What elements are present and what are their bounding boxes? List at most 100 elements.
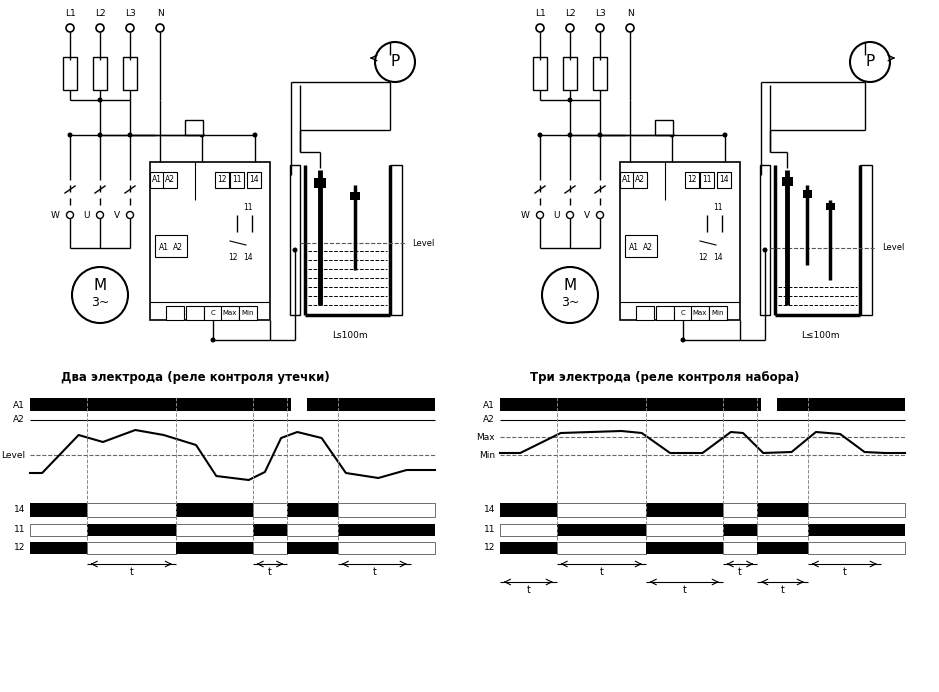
Text: 11: 11 [702,176,712,185]
Bar [186,306,204,320]
Text: 3~: 3~ [561,296,579,309]
Text: Max: Max [223,310,238,316]
Circle shape [566,24,574,32]
Bar [215,172,229,188]
Bar [533,57,547,90]
Circle shape [596,212,604,219]
Bar [760,165,770,315]
Circle shape [722,132,728,138]
Text: 3~: 3~ [91,296,109,309]
Bar [782,177,793,186]
Bar [646,542,723,554]
Text: t: t [842,567,846,577]
Bar [230,172,244,188]
Text: A2: A2 [13,415,25,424]
Circle shape [199,132,205,138]
Bar [723,524,757,536]
Circle shape [156,24,164,32]
Bar [86,503,176,517]
Text: L1: L1 [534,10,546,19]
Bar [291,397,307,411]
Text: t: t [372,567,377,577]
Bar [163,172,177,188]
Circle shape [762,248,767,253]
Bar [700,172,714,188]
Text: Level: Level [882,244,904,253]
Text: 14: 14 [713,253,723,262]
Bar [253,542,287,554]
Bar [314,178,326,188]
Bar [646,524,723,536]
Bar [338,503,435,517]
Text: P: P [866,55,874,69]
Circle shape [681,338,685,343]
Text: A2: A2 [643,242,653,251]
Circle shape [253,132,257,138]
Text: N: N [626,10,634,19]
Text: 11: 11 [243,203,253,212]
Bar [247,172,261,188]
Text: L3: L3 [594,10,606,19]
Circle shape [542,267,598,323]
Circle shape [670,132,674,138]
Bar [655,120,673,135]
Text: U: U [84,210,90,219]
Text: L2: L2 [95,10,105,19]
Text: t: t [599,567,603,577]
Text: A2: A2 [173,242,183,251]
Bar [500,524,557,536]
Text: Min: Min [479,450,495,459]
Circle shape [98,98,102,102]
Bar [350,192,360,200]
Circle shape [537,132,543,138]
Text: 12: 12 [698,253,707,262]
Bar [150,172,164,188]
Circle shape [67,212,73,219]
Bar [500,542,557,554]
Text: 11: 11 [232,176,241,185]
Bar [674,306,692,320]
Text: N: N [157,10,163,19]
Text: Max: Max [476,432,495,441]
Bar [390,165,402,315]
Circle shape [126,24,134,32]
Text: A1: A1 [159,242,169,251]
Bar [808,524,905,536]
Bar [723,503,757,517]
Bar [123,57,137,90]
Bar [239,306,257,320]
Bar [30,398,435,411]
Text: t: t [738,567,742,577]
Text: 14: 14 [719,176,729,185]
Bar [290,165,300,315]
Text: U: U [553,210,560,219]
Text: Level: Level [1,450,25,459]
Circle shape [96,24,104,32]
Text: L2: L2 [564,10,576,19]
Bar [338,524,435,536]
Bar [557,524,646,536]
Bar [762,397,777,411]
Text: 12: 12 [484,543,495,552]
Bar [155,235,187,257]
Bar [757,503,808,517]
Circle shape [98,132,102,138]
Text: t: t [780,585,784,595]
Bar [557,542,646,554]
Circle shape [293,248,298,253]
Text: t: t [268,567,272,577]
Text: Min: Min [712,310,724,316]
Circle shape [850,42,890,82]
Circle shape [127,212,133,219]
Text: Min: Min [241,310,254,316]
Text: A2: A2 [165,176,175,185]
Circle shape [536,212,544,219]
Text: Ls100m: Ls100m [332,331,368,340]
Circle shape [66,24,74,32]
Bar [826,203,835,210]
Bar [253,503,287,517]
Text: t: t [527,585,531,595]
Text: 14: 14 [243,253,253,262]
Text: 12: 12 [217,176,226,185]
Circle shape [128,132,132,138]
